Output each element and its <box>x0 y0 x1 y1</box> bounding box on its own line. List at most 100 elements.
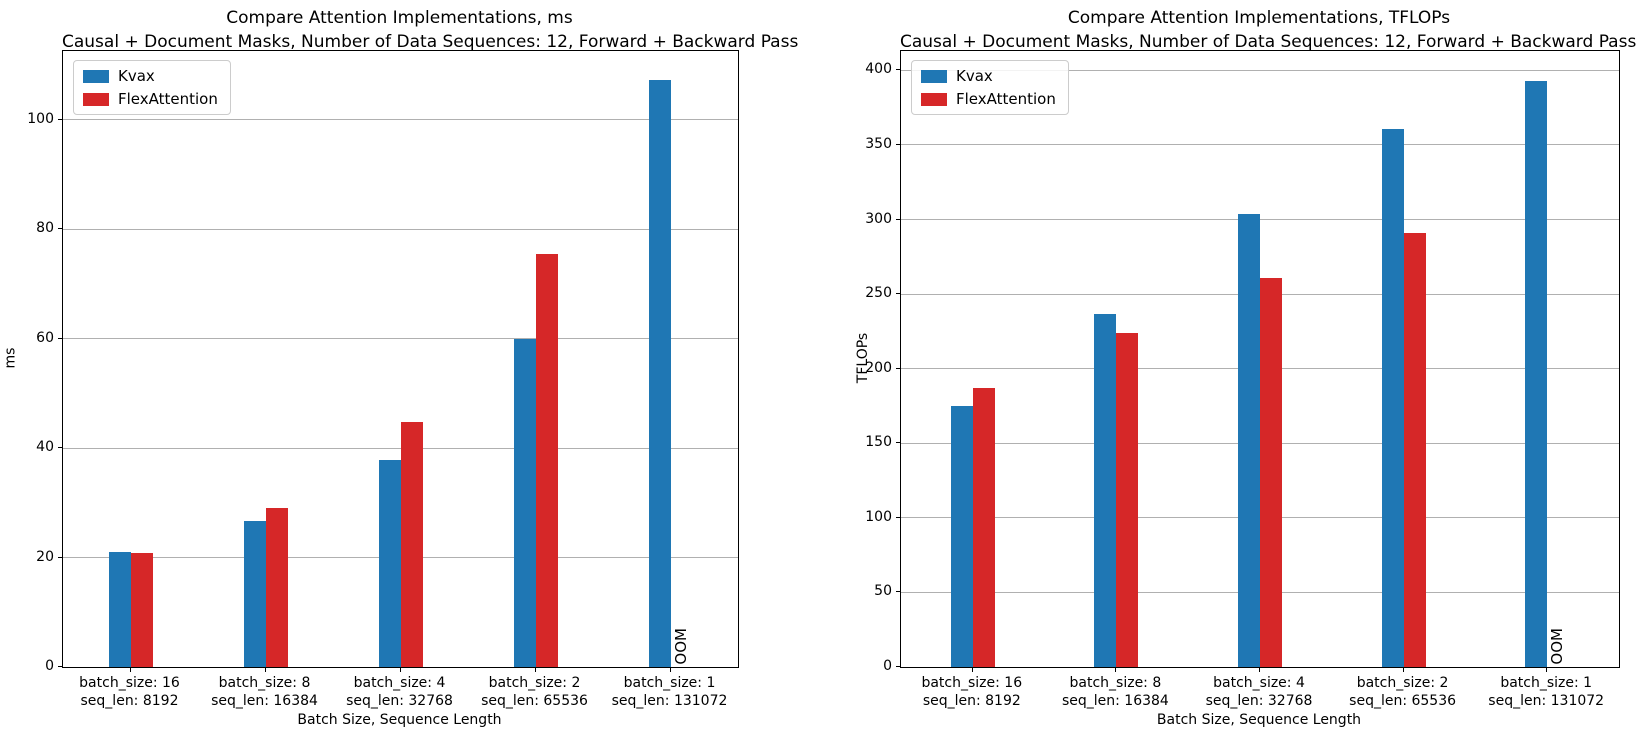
chart-title: Compare Attention Implementations, ms <box>226 8 573 28</box>
x-tick-line2: seq_len: 32768 <box>346 693 453 709</box>
y-tick-label: 40 <box>36 439 54 456</box>
gridline-y-100 <box>63 119 738 121</box>
y-tick-mark <box>896 69 900 71</box>
legend-item-flexattention: FlexAttention <box>83 91 218 107</box>
gridline-y-300 <box>901 219 1619 221</box>
gridline-y-60 <box>63 338 738 340</box>
bar-kvax-group1 <box>108 551 131 667</box>
legend: Kvax FlexAttention <box>73 60 231 115</box>
y-tick-label: 350 <box>865 135 892 152</box>
legend-label: Kvax <box>956 67 993 85</box>
y-tick-mark <box>58 337 62 339</box>
x-tick-line1: batch_size: 1 <box>623 675 716 691</box>
x-tick-line2: seq_len: 16384 <box>1061 693 1169 709</box>
x-tick-line1: batch_size: 2 <box>488 675 581 691</box>
x-tick-label: batch_size: 1 seq_len: 131072 <box>1456 674 1636 710</box>
bar-flexattention-group4 <box>535 253 558 667</box>
y-tick-label: 100 <box>27 110 54 127</box>
chart-title: Compare Attention Implementations, TFLOP… <box>1067 8 1451 28</box>
y-tick-mark <box>58 228 62 230</box>
y-tick-mark <box>896 367 900 369</box>
x-tick-line2: seq_len: 16384 <box>211 693 318 709</box>
y-tick-mark <box>58 118 62 120</box>
x-tick-mark <box>1402 668 1404 672</box>
bar-kvax-group3 <box>1238 213 1260 667</box>
x-tick-mark <box>1259 668 1260 672</box>
y-tick-label: 50 <box>874 583 892 600</box>
x-tick-mark <box>129 668 131 672</box>
bar-flexattention-group3 <box>400 422 423 667</box>
y-tick-mark <box>896 143 900 145</box>
panel-ms-chart: Compare Attention Implementations, ms Ca… <box>2 6 799 728</box>
x-tick-label: batch_size: 16 seq_len: 8192 <box>882 674 1062 710</box>
x-tick-label: batch_size: 1 seq_len: 131072 <box>580 674 760 710</box>
x-tick-label: batch_size: 4 seq_len: 32768 <box>1169 674 1349 710</box>
y-tick-mark <box>896 442 900 444</box>
gridline-y-80 <box>63 228 738 230</box>
chart-title-block: Compare Attention Implementations, ms Ca… <box>62 6 799 54</box>
legend-item-kvax: Kvax <box>921 68 1056 84</box>
x-tick-mark <box>1115 668 1117 672</box>
x-tick-line2: seq_len: 65536 <box>1349 693 1457 709</box>
bar-kvax-group5 <box>648 80 671 667</box>
x-tick-label: batch_size: 2 seq_len: 65536 <box>445 674 625 710</box>
legend-swatch-flexattention <box>921 92 947 106</box>
gridline-y-350 <box>901 144 1619 146</box>
bar-flexattention-group1 <box>972 388 995 667</box>
y-tick-label: 60 <box>36 329 54 346</box>
x-tick-line2: seq_len: 32768 <box>1205 693 1313 709</box>
bar-flexattention-group1 <box>130 552 153 667</box>
legend: Kvax FlexAttention <box>911 60 1069 115</box>
y-tick-mark <box>58 556 62 558</box>
y-tick-label: 0 <box>45 658 54 674</box>
x-tick-mark <box>264 668 266 672</box>
y-tick-label: 250 <box>865 285 892 302</box>
bar-kvax-group3 <box>378 460 401 667</box>
x-tick-label: batch_size: 16 seq_len: 8192 <box>40 674 220 710</box>
x-tick-label: batch_size: 2 seq_len: 65536 <box>1313 674 1493 710</box>
bar-flexattention-group4 <box>1403 232 1426 667</box>
gridline-y-400 <box>901 69 1619 71</box>
bar-kvax-group4 <box>513 338 536 667</box>
x-axis-label: Batch Size, Sequence Length <box>1156 712 1362 728</box>
x-tick-line1: batch_size: 8 <box>218 675 311 691</box>
x-tick-line1: batch_size: 8 <box>1069 675 1162 691</box>
x-tick-mark <box>971 668 973 672</box>
x-tick-line1: batch_size: 2 <box>1356 675 1449 691</box>
x-tick-line1: batch_size: 16 <box>921 675 1023 691</box>
x-tick-mark <box>399 668 401 672</box>
x-tick-label: batch_size: 8 seq_len: 16384 <box>1025 674 1205 710</box>
bar-kvax-group2 <box>1094 313 1117 667</box>
x-axis-label: Batch Size, Sequence Length <box>297 712 502 728</box>
x-tick-line1: batch_size: 4 <box>1213 675 1305 691</box>
legend-swatch-kvax <box>921 69 947 83</box>
plot-area-tflops: OOM Kvax FlexAttention <box>900 50 1620 668</box>
bar-flexattention-group3 <box>1260 277 1282 667</box>
bar-flexattention-group2 <box>1116 332 1139 667</box>
x-tick-mark <box>534 668 536 672</box>
y-tick-label: 80 <box>36 220 54 237</box>
bar-kvax-group2 <box>243 521 266 667</box>
oom-annotation: OOM <box>671 628 690 665</box>
x-tick-line2: seq_len: 65536 <box>481 693 588 709</box>
y-tick-label: 0 <box>883 658 892 674</box>
y-tick-label: 400 <box>865 61 892 78</box>
legend-swatch-kvax <box>83 69 109 83</box>
chart-title-block: Compare Attention Implementations, TFLOP… <box>900 6 1636 54</box>
x-tick-label: batch_size: 8 seq_len: 16384 <box>175 674 355 710</box>
y-tick-mark <box>896 516 900 518</box>
chart-subtitle: Causal + Document Masks, Number of Data … <box>900 32 1636 52</box>
y-axis-label: ms <box>2 347 19 369</box>
chart-subtitle: Causal + Document Masks, Number of Data … <box>62 32 799 52</box>
y-tick-label: 20 <box>36 548 54 565</box>
legend-label: Kvax <box>118 67 155 85</box>
y-tick-label: 100 <box>865 508 892 525</box>
panel-tflops-chart: Compare Attention Implementations, TFLOP… <box>818 0 1636 738</box>
x-tick-line2: seq_len: 8192 <box>922 693 1021 709</box>
y-tick-label: 200 <box>865 359 892 376</box>
x-tick-line1: batch_size: 4 <box>353 675 446 691</box>
bar-kvax-group4 <box>1381 128 1404 667</box>
x-tick-mark <box>669 668 671 672</box>
x-tick-line1: batch_size: 1 <box>1500 675 1593 691</box>
